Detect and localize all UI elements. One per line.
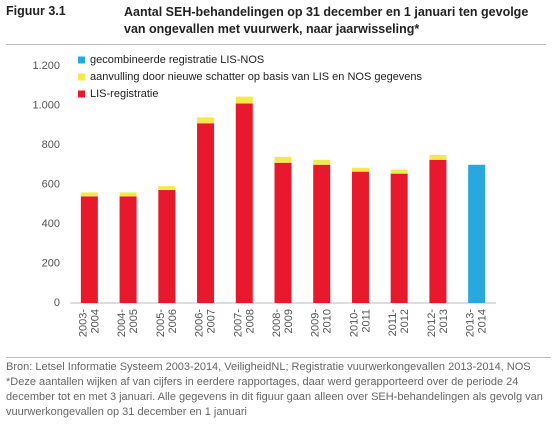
bar: [313, 159, 331, 165]
figure-label: Figuur 3.1: [6, 4, 66, 18]
x-tick-label-line: 2008: [244, 309, 256, 333]
legend-label: gecombineerde registratie LIS-NOS: [90, 54, 264, 66]
x-tick-label-line: 2006: [167, 309, 179, 333]
x-tick-label: 2011-2012: [387, 309, 411, 337]
note: *Deze aantallen wijken af van cijfers in…: [6, 376, 543, 418]
x-tick-label: 2008-2009: [271, 309, 295, 337]
x-tick-label-line: 2006-: [193, 309, 205, 337]
x-tick-label: 2003-2004: [77, 309, 101, 337]
chart-title: Aantal SEH-behandelingen op 31 december …: [124, 5, 529, 36]
y-tick-label: 400: [42, 218, 60, 230]
x-tick-label: 2004-2005: [116, 309, 140, 337]
bar: [468, 164, 486, 303]
legend-swatch: [78, 90, 85, 98]
x-tick-label-line: 2010-: [348, 309, 360, 337]
x-tick-label-group: 2011-2012: [387, 309, 411, 337]
x-tick-label-group: 2012-2013: [426, 309, 450, 337]
x-tick-label-group: 2005-2006: [155, 309, 179, 337]
y-tick-label: 800: [42, 139, 60, 151]
x-tick-label-line: 2014: [477, 309, 489, 333]
y-tick-label: 1.000: [32, 99, 60, 111]
x-tick-label-line: 2013-: [465, 309, 477, 337]
x-tick-label-line: 2007: [205, 309, 217, 333]
bar: [313, 164, 331, 303]
bar: [158, 190, 176, 303]
y-tick-label: 200: [42, 257, 60, 269]
x-tick-label-group: 2013-2014: [465, 309, 489, 337]
y-tick-label: 0: [54, 297, 60, 309]
legend-swatch: [78, 73, 85, 81]
source: Bron: Letsel Informatie Systeem 2003-201…: [6, 361, 531, 373]
x-tick-label-line: 2008-: [271, 309, 283, 337]
x-tick-label-group: 2009-2010: [310, 309, 334, 337]
x-tick-label-line: 2011-: [387, 309, 399, 337]
x-tick-label-line: 2009: [283, 309, 295, 333]
legend-swatch: [78, 56, 85, 64]
bar: [390, 169, 408, 174]
bar: [351, 167, 369, 172]
bar: [351, 171, 369, 303]
bar: [390, 173, 408, 303]
x-tick-label-group: 2008-2009: [271, 309, 295, 337]
x-tick-label-group: 2003-2004: [77, 309, 101, 337]
header: Figuur 3.1 Aantal SEH-behandelingen op 3…: [6, 4, 546, 45]
bar: [158, 186, 176, 191]
x-tick-label: 2006-2007: [193, 309, 217, 337]
x-tick-label-line: 2012: [399, 309, 411, 333]
bar: [235, 96, 253, 104]
x-tick-label: 2007-2008: [232, 309, 256, 337]
chart: 0 200 400 600 800 1.000 1.200 gecombineerde reg…: [32, 54, 496, 337]
bar: [119, 192, 137, 197]
bar: [274, 162, 292, 303]
x-tick-label-line: 2003-: [77, 309, 89, 337]
x-tick-label: 2009-2010: [310, 309, 334, 337]
x-tick-label: 2012-2013: [426, 309, 450, 337]
bar: [274, 156, 292, 163]
bar: [80, 192, 98, 197]
bar: [80, 196, 98, 303]
bar: [119, 196, 137, 303]
bar: [235, 103, 253, 304]
x-tick-label-line: 2009-: [310, 309, 322, 337]
x-tick-label-group: 2004-2005: [116, 309, 140, 337]
x-tick-label: 2010-2011: [348, 309, 372, 337]
x-tick-label-group: 2006-2007: [193, 309, 217, 337]
x-tick-label-line: 2004: [89, 309, 101, 333]
bar: [197, 117, 215, 124]
x-tick-label-line: 2007-: [232, 309, 244, 337]
x-tick-label-line: 2013: [438, 309, 450, 333]
bar: [197, 123, 215, 304]
legend-label: LIS-registratie: [90, 88, 158, 100]
x-tick-label-line: 2011: [360, 309, 372, 333]
x-tick-label: 2013-2014: [465, 309, 489, 337]
x-tick-label-line: 2004-: [116, 309, 128, 337]
y-tick-label: 600: [42, 178, 60, 190]
bar: [429, 154, 447, 160]
x-tick-label-group: 2010-2011: [348, 309, 372, 337]
footer: Bron: Letsel Informatie Systeem 2003-201…: [6, 357, 551, 420]
y-tick-label: 1.200: [32, 60, 60, 72]
x-tick-label-line: 2012-: [426, 309, 438, 337]
x-tick-label-group: 2007-2008: [232, 309, 256, 337]
x-tick-label-line: 2005: [128, 309, 140, 333]
bar: [429, 159, 447, 303]
legend-label: aanvulling door nieuwe schatter op basis…: [90, 71, 423, 83]
x-tick-label: 2005-2006: [155, 309, 179, 337]
x-tick-label-line: 2010: [322, 309, 334, 333]
x-tick-label-line: 2005-: [155, 309, 167, 337]
